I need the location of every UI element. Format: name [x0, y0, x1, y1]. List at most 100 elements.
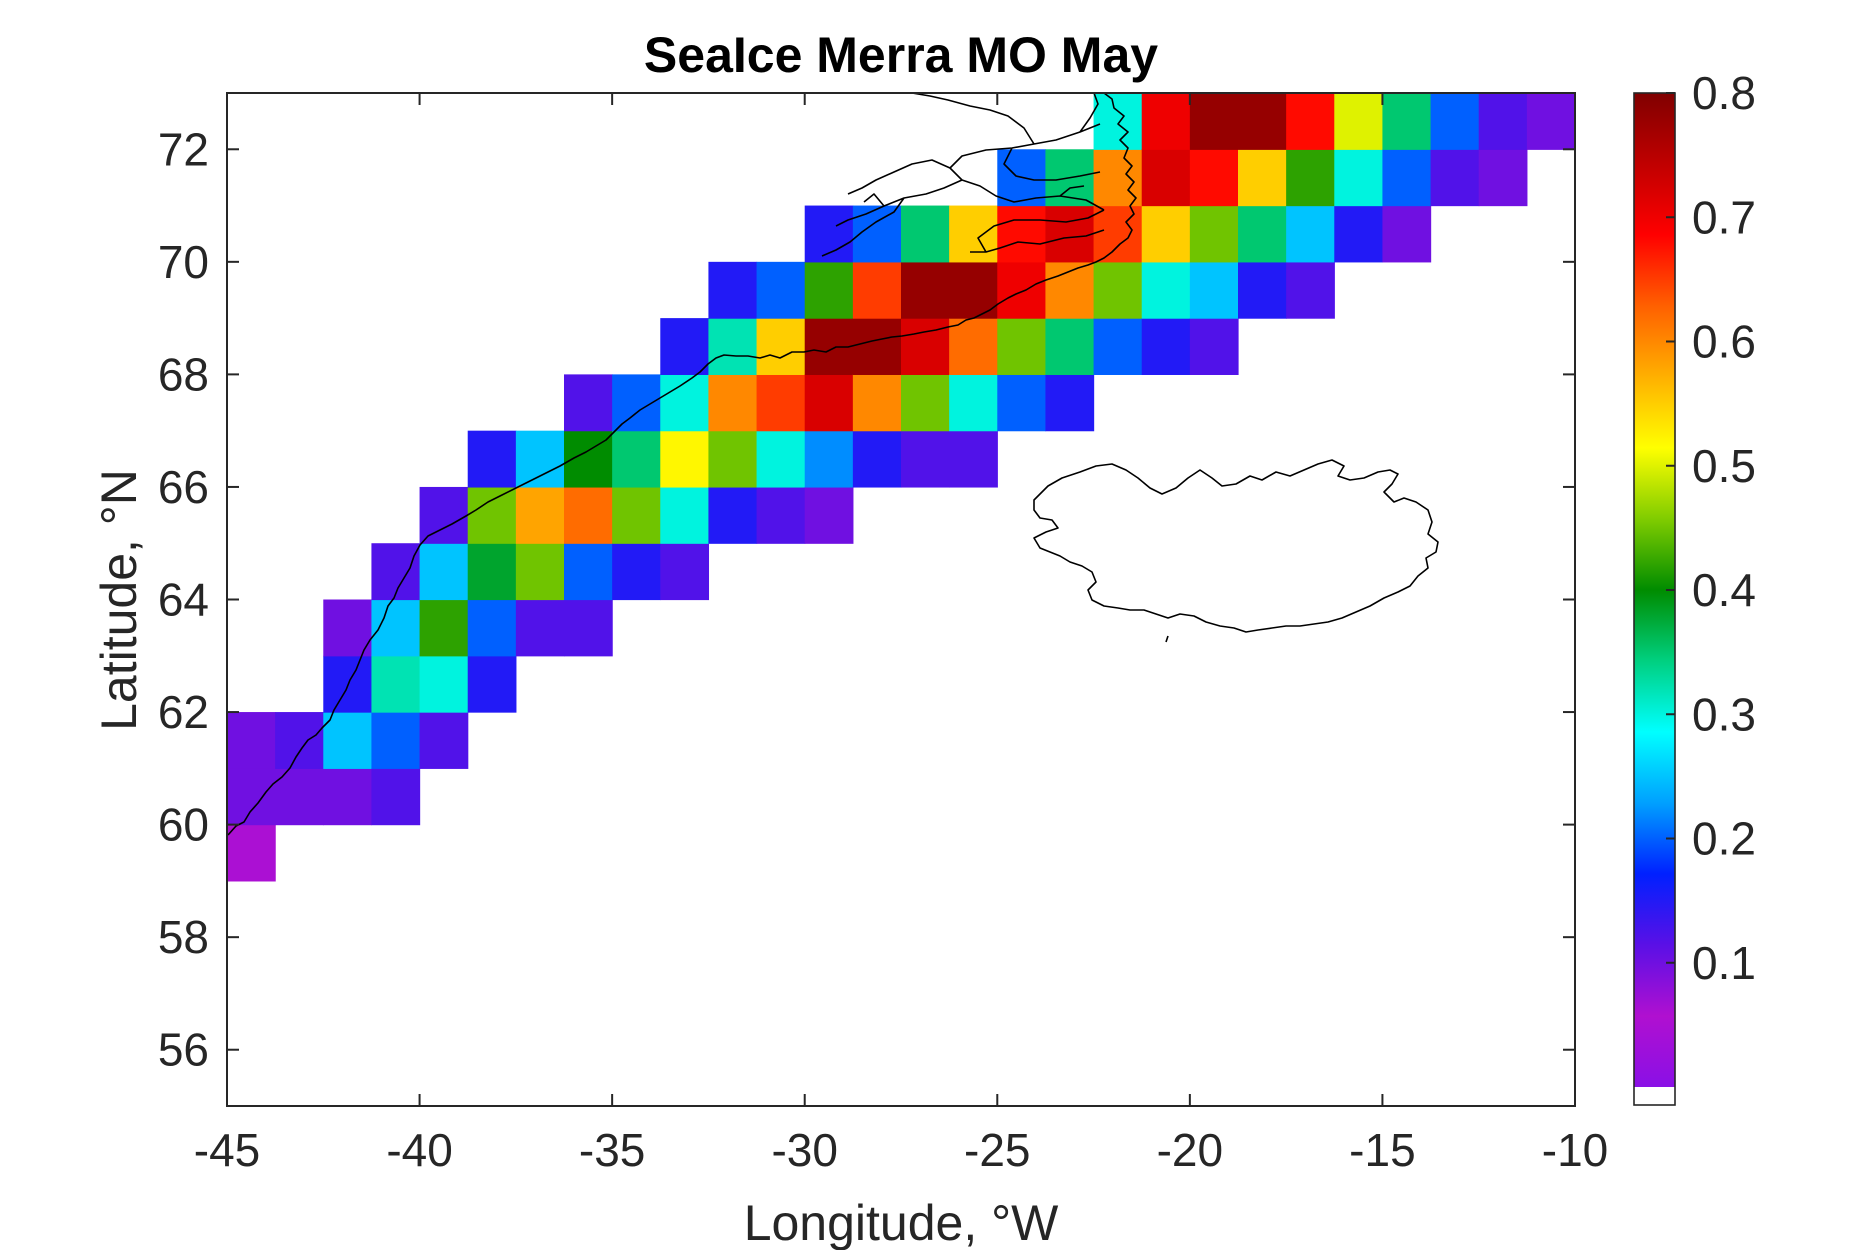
ice-cell-109 [1382, 205, 1432, 263]
ice-cell-87 [1093, 93, 1143, 150]
y-tick-label: 70 [158, 236, 209, 288]
y-tick-label: 58 [158, 911, 209, 963]
ice-cell-48 [756, 430, 806, 488]
ice-cell-0 [227, 824, 276, 882]
sea-ice-cells [227, 93, 1575, 882]
ice-cell-92 [1141, 93, 1191, 150]
ice-cell-79 [1045, 318, 1095, 375]
ice-cell-85 [1093, 205, 1143, 263]
ice-cell-90 [1141, 205, 1191, 263]
ice-cell-42 [708, 486, 758, 544]
ice-cell-5 [323, 768, 373, 826]
ice-cell-70 [949, 318, 998, 375]
y-tick-label: 62 [158, 686, 209, 738]
ice-cell-104 [1286, 149, 1335, 207]
ice-cell-51 [756, 261, 806, 319]
ice-cell-96 [1189, 149, 1239, 207]
ice-cell-66 [901, 261, 950, 319]
ice-cell-72 [949, 205, 998, 263]
ice-cell-32 [564, 374, 613, 432]
ice-cell-106 [1334, 205, 1384, 263]
ice-cell-45 [708, 318, 758, 375]
ice-cell-15 [419, 655, 469, 713]
ice-cell-14 [419, 712, 469, 769]
ice-cell-107 [1334, 149, 1384, 207]
ice-cell-47 [756, 486, 806, 544]
ice-cell-8 [323, 599, 373, 657]
ice-cell-27 [515, 430, 565, 488]
colorbar-tick-label: 0.6 [1692, 316, 1756, 368]
colorbar-ticks: 0.1 0.2 0.3 0.4 0.5 0.6 0.7 0.8 [1666, 67, 1756, 989]
ice-cell-91 [1141, 149, 1191, 207]
y-tick-label: 60 [158, 799, 209, 851]
colorbar-zero-swatch [1634, 1087, 1675, 1105]
ice-cell-40 [660, 374, 710, 432]
x-tick-label: -35 [579, 1124, 645, 1176]
x-tick-label: -40 [386, 1124, 452, 1176]
ice-cell-22 [467, 486, 517, 544]
ice-cell-35 [612, 430, 661, 488]
ice-cell-88 [1141, 318, 1191, 375]
ice-cell-41 [660, 318, 710, 375]
ice-cell-97 [1189, 93, 1239, 150]
ice-cell-39 [660, 430, 710, 488]
ice-cell-116 [1526, 93, 1575, 150]
ice-cell-23 [467, 430, 517, 488]
ice-cell-4 [275, 712, 324, 769]
colorbar-tick-label: 0.7 [1692, 191, 1756, 243]
ice-cell-43 [708, 430, 758, 488]
ice-cell-29 [564, 543, 613, 601]
ice-cell-28 [564, 599, 613, 657]
ice-cell-44 [708, 374, 758, 432]
ice-cell-37 [660, 543, 710, 601]
ice-cell-1 [227, 768, 276, 826]
ice-cell-100 [1238, 149, 1287, 207]
ice-cell-110 [1382, 149, 1432, 207]
ice-cell-61 [852, 261, 902, 319]
ice-cell-21 [467, 543, 517, 601]
ice-cell-105 [1286, 93, 1335, 150]
y-tick-label: 56 [158, 1024, 209, 1076]
ice-cell-6 [323, 712, 373, 769]
colorbar-tick-label: 0.2 [1692, 813, 1756, 865]
ice-cell-25 [515, 543, 565, 601]
ice-cell-54 [804, 374, 854, 432]
ice-cell-73 [997, 374, 1047, 432]
ice-cell-53 [804, 430, 854, 488]
ice-cell-17 [419, 543, 469, 601]
colorbar-tick-label: 0.4 [1692, 564, 1756, 616]
ice-cell-65 [901, 318, 950, 375]
ice-cell-9 [371, 768, 421, 826]
ice-cell-101 [1238, 93, 1287, 150]
x-tick-label: -25 [964, 1124, 1030, 1176]
ice-cell-59 [852, 374, 902, 432]
ice-cell-69 [949, 374, 998, 432]
ice-cell-19 [467, 655, 517, 713]
ice-cell-68 [949, 430, 998, 488]
ice-cell-113 [1430, 93, 1480, 150]
ice-cell-80 [1045, 261, 1095, 319]
ice-cell-111 [1382, 93, 1432, 150]
ice-cell-36 [612, 374, 661, 432]
ice-cell-83 [1093, 318, 1143, 375]
ice-cell-3 [275, 768, 324, 826]
ice-cell-34 [612, 486, 661, 544]
x-tick-label: -45 [194, 1124, 260, 1176]
ice-cell-74 [997, 318, 1047, 375]
ice-cell-49 [756, 374, 806, 432]
greenland-coastline [227, 93, 1137, 836]
ice-cell-10 [371, 712, 421, 769]
x-tick-label: -30 [771, 1124, 837, 1176]
ice-cell-93 [1189, 318, 1239, 375]
ice-cell-60 [852, 318, 902, 375]
ice-cell-115 [1478, 93, 1528, 150]
y-axis-ticks: 56 58 60 62 64 66 68 70 72 [158, 123, 1575, 1076]
colorbar-tick-label: 0.8 [1692, 67, 1756, 119]
x-tick-label: -10 [1542, 1124, 1608, 1176]
colorbar-tick-label: 0.3 [1692, 688, 1756, 740]
y-tick-label: 72 [158, 123, 209, 175]
ice-cell-112 [1430, 149, 1480, 207]
y-tick-label: 66 [158, 461, 209, 513]
ice-cell-114 [1478, 149, 1528, 207]
